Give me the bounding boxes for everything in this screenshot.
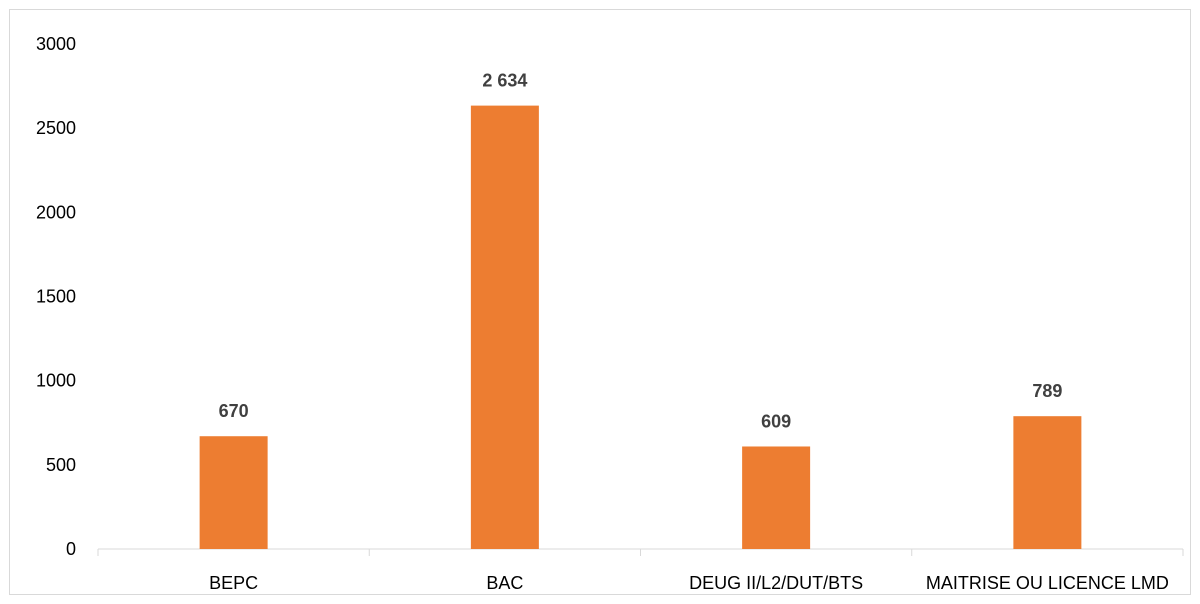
y-tick-label: 2500: [36, 118, 76, 138]
category-label: BEPC: [209, 573, 258, 593]
data-label: 2 634: [482, 71, 527, 91]
bar: [742, 446, 811, 549]
bar: [470, 105, 539, 550]
category-label: DEUG II/L2/DUT/BTS: [689, 573, 863, 593]
data-labels: 670 2 634 609 789: [219, 71, 1063, 432]
x-axis-tick-marks: [97, 549, 1184, 556]
category-label: BAC: [486, 573, 523, 593]
data-label: 789: [1032, 381, 1062, 401]
bar: [1013, 416, 1082, 549]
y-axis-ticks: 0 500 1000 1500 2000 2500 3000: [36, 34, 76, 559]
data-label: 609: [761, 411, 791, 431]
y-tick-label: 0: [66, 539, 76, 559]
y-tick-label: 500: [46, 455, 76, 475]
bar: [199, 436, 268, 549]
bars: [199, 105, 1082, 550]
y-tick-label: 1500: [36, 287, 76, 307]
category-label: MAITRISE OU LICENCE LMD: [926, 573, 1169, 593]
category-labels: BEPC BAC DEUG II/L2/DUT/BTS MAITRISE OU LIC…: [209, 573, 1169, 593]
y-tick-label: 1000: [36, 371, 76, 391]
y-tick-label: 3000: [36, 34, 76, 54]
data-label: 670: [219, 401, 249, 421]
y-tick-label: 2000: [36, 202, 76, 222]
